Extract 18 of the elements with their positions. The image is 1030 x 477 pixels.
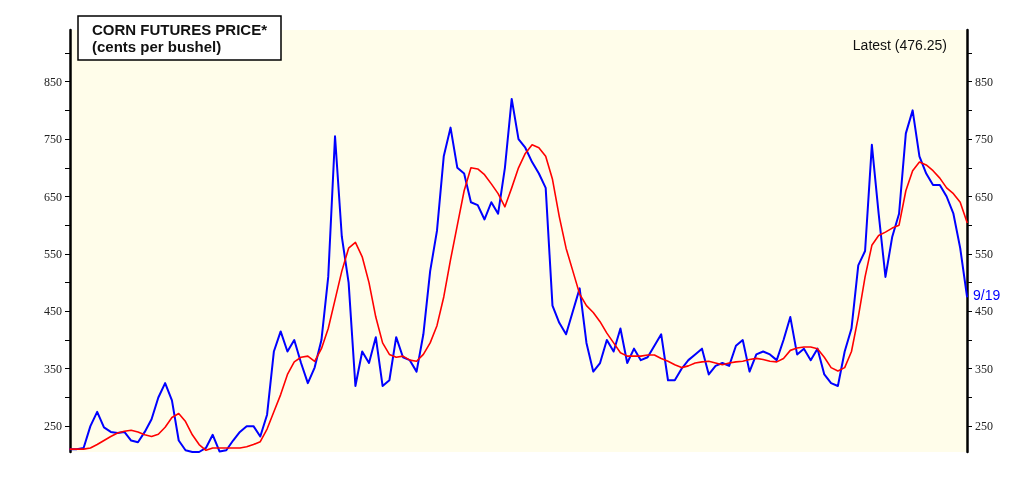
y2-tick-label: 750 (975, 132, 993, 147)
y2-tick-label: 650 (975, 189, 993, 204)
text: (cents per bushel) (92, 38, 222, 55)
y-tick-label: 450 (44, 304, 62, 319)
y-tick-label: 650 (44, 189, 62, 204)
chart-title: CORN FUTURES PRICE* (92, 21, 268, 38)
y2-tick-label: 850 (975, 74, 993, 89)
y-tick-label: 550 (44, 246, 62, 261)
y2-tick-label: 250 (975, 419, 993, 434)
y-tick-label: 750 (44, 132, 62, 147)
annotation: Latest (476.25) (852, 37, 947, 53)
y-tick-label: 850 (44, 74, 62, 89)
y-tick-label: 350 (44, 361, 62, 376)
text: 9/19 (973, 287, 1001, 304)
y-tick-label: 250 (44, 419, 62, 434)
y2-tick-label: 550 (975, 246, 993, 261)
y2-tick-label: 350 (975, 361, 993, 376)
y2-tick-label: 450 (975, 304, 993, 319)
